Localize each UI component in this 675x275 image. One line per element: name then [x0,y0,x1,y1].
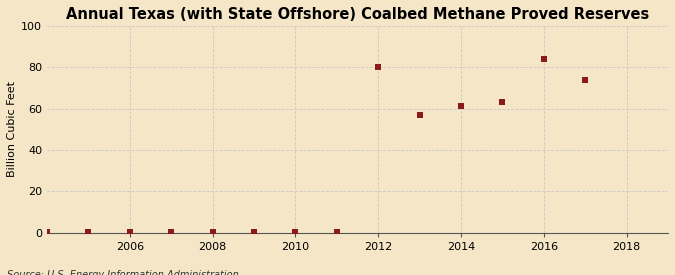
Point [497,100,508,104]
Text: Source: U.S. Energy Information Administration: Source: U.S. Energy Information Administ… [7,271,238,275]
Point [539,57,549,61]
Point [83,230,94,234]
Point [166,230,177,234]
Point [580,78,591,82]
Point [290,230,301,234]
Point [373,65,383,69]
Point [414,112,425,117]
Point [456,104,466,109]
Point [42,230,53,234]
Point [124,230,135,234]
Point [207,230,218,234]
Y-axis label: Billion Cubic Feet: Billion Cubic Feet [7,81,17,177]
Title: Annual Texas (with State Offshore) Coalbed Methane Proved Reserves: Annual Texas (with State Offshore) Coalb… [66,7,649,22]
Point [248,230,259,234]
Point [331,230,342,234]
